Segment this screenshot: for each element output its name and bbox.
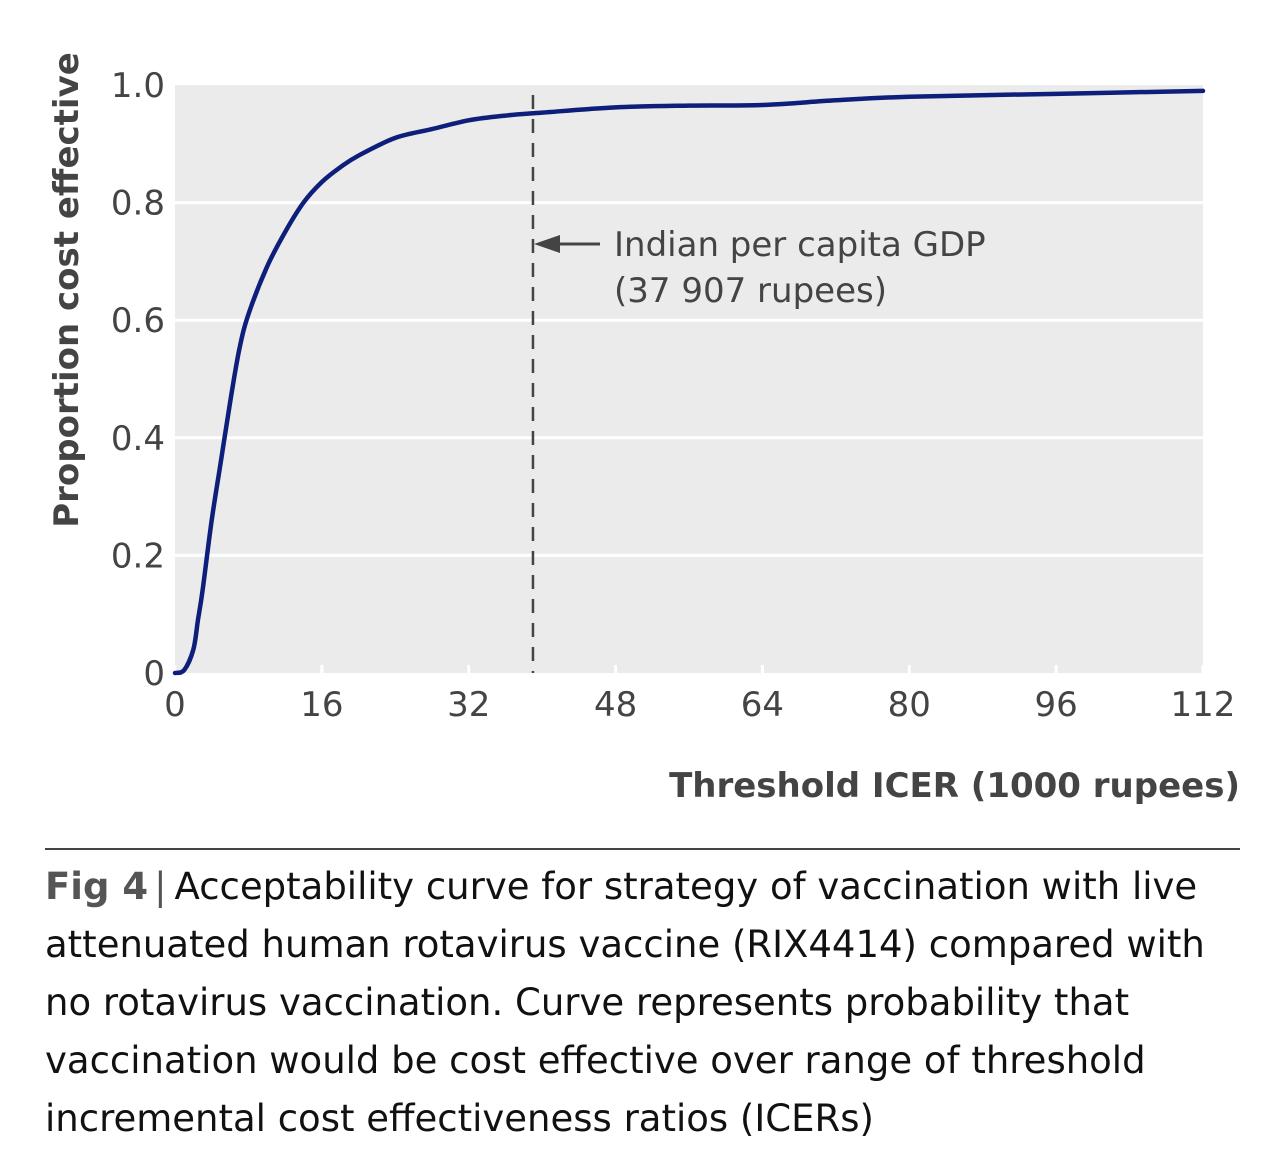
x-tick-label: 0: [164, 685, 186, 725]
plot-area: [175, 85, 1203, 673]
annotation-line-2: (37 907 rupees): [614, 271, 887, 311]
y-tick-label: 0.4: [111, 419, 165, 459]
y-tick-label: 0: [143, 654, 165, 694]
figure-caption: Fig 4 | Acceptability curve for strategy o…: [45, 858, 1245, 1148]
annotation-line-1: Indian per capita GDP: [614, 225, 986, 265]
y-tick-label: 0.2: [111, 536, 165, 576]
caption-separator: |: [154, 865, 167, 908]
y-tick-label: 0.8: [111, 184, 165, 224]
y-axis-label: Proportion cost effective: [47, 52, 87, 528]
acceptability-curve: [172, 88, 1206, 676]
x-tick-label: 64: [741, 685, 784, 725]
figure-label: Fig 4: [45, 865, 149, 908]
x-tick-label: 32: [447, 685, 490, 725]
x-tick-label: 80: [888, 685, 931, 725]
x-tick-label: 16: [300, 685, 343, 725]
annotation-arrow: [534, 235, 600, 253]
caption-text: Acceptability curve for strategy of vacc…: [45, 865, 1205, 1140]
y-tick-label: 0.6: [111, 301, 165, 341]
x-tick-label: 96: [1035, 685, 1078, 725]
x-axis-label: Threshold ICER (1000 rupees): [669, 766, 1240, 806]
caption-divider: [45, 848, 1240, 850]
x-tick-label: 48: [594, 685, 637, 725]
y-tick-label: 1.0: [111, 66, 165, 106]
x-tick-label: 112: [1171, 685, 1236, 725]
